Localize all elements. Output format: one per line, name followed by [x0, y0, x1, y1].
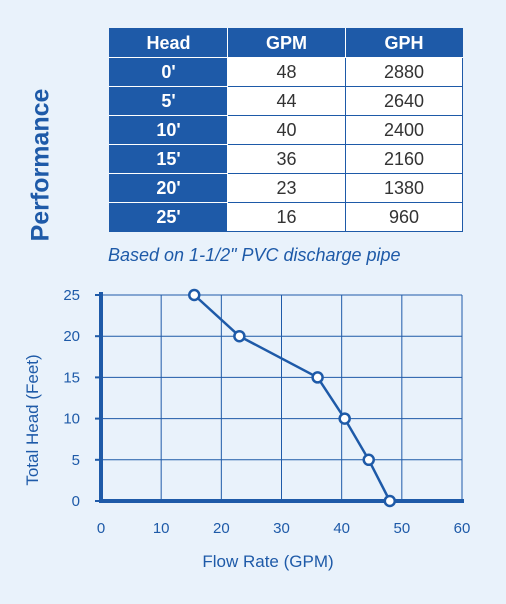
- gph-cell: 2160: [345, 144, 463, 174]
- table-row: 5' 44 2640: [109, 86, 463, 116]
- chart-grid: [101, 294, 463, 501]
- data-points: [188, 288, 397, 508]
- y-tick-label: 5: [72, 452, 80, 469]
- y-tick-label: 10: [63, 411, 80, 428]
- gph-cell: 960: [345, 202, 463, 232]
- gpm-cell: 16: [227, 202, 346, 232]
- y-tick-label: 20: [63, 328, 80, 345]
- gpm-cell: 48: [227, 57, 346, 87]
- data-point: [362, 453, 375, 467]
- head-cell: 5': [109, 86, 228, 116]
- x-axis-label: Flow Rate (GPM): [202, 552, 333, 571]
- gpm-cell: 40: [227, 115, 346, 145]
- gpm-cell: 44: [227, 86, 346, 116]
- x-tick-label: 0: [97, 520, 105, 537]
- y-tick-label: 15: [63, 369, 80, 386]
- performance-table: Head GPM GPH 0' 48 2880 5' 44 2640 10' 4…: [109, 28, 463, 232]
- table-header-row: Head GPM GPH: [109, 28, 463, 58]
- chart-axes: [95, 292, 464, 503]
- table-row: 25' 16 960: [109, 202, 463, 232]
- data-point: [383, 494, 397, 508]
- chart-tick-labels: 0 10 20 30 40 50 60 0 5 10 15 20 25: [63, 287, 470, 537]
- gpm-cell: 36: [227, 144, 346, 174]
- y-tick-label: 0: [72, 493, 80, 510]
- data-point: [338, 412, 351, 425]
- table-row: 0' 48 2880: [109, 57, 463, 87]
- gph-cell: 1380: [345, 173, 463, 203]
- data-point: [233, 329, 246, 343]
- table-row: 10' 40 2400: [109, 115, 463, 145]
- x-tick-label: 50: [393, 520, 410, 537]
- table-row: 15' 36 2160: [109, 144, 463, 174]
- header-head: Head: [109, 28, 228, 58]
- x-tick-label: 30: [273, 520, 290, 537]
- performance-curve: [193, 294, 391, 502]
- table-note: Based on 1-1/2" PVC discharge pipe: [108, 245, 401, 265]
- data-point: [311, 371, 324, 384]
- head-cell: 15': [109, 144, 228, 174]
- y-axis-label: Total Head (Feet): [23, 354, 42, 485]
- x-tick-label: 40: [333, 520, 350, 537]
- head-cell: 10': [109, 115, 228, 145]
- x-tick-label: 60: [454, 520, 471, 537]
- x-tick-label: 10: [153, 520, 170, 537]
- head-cell: 0': [109, 57, 228, 87]
- y-tick-label: 25: [63, 287, 80, 304]
- x-tick-label: 20: [213, 520, 230, 537]
- gph-cell: 2880: [345, 57, 463, 87]
- gph-cell: 2640: [345, 86, 463, 116]
- head-cell: 25': [109, 202, 228, 232]
- data-point: [188, 288, 201, 302]
